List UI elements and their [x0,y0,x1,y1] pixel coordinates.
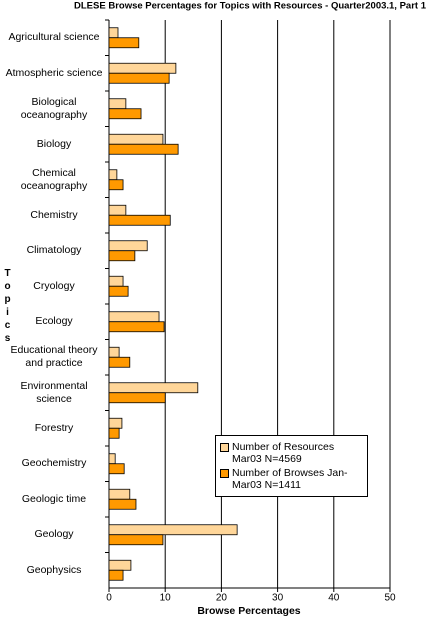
bar [108,356,131,368]
bar [108,382,199,394]
x-axis-label: Browse Percentages [197,605,300,617]
bar [108,569,124,581]
bar [108,498,137,510]
y-tick-label: Agricultural science [8,31,100,44]
bar [108,62,177,74]
y-tick-label: Geology [34,528,74,541]
x-tick-label: 50 [384,593,396,604]
bar [108,27,119,39]
bar [108,37,140,49]
y-tick-label: Climatology [26,244,82,257]
bar [108,179,124,191]
legend-label: Number of Browses Jan-Mar03 N=1411 [232,467,348,491]
y-tick-label: Environmental science [20,379,88,405]
bar [108,72,170,84]
y-tick-label: Chemical oceanography [20,166,88,192]
y-tick-label: Cryology [33,279,75,292]
bar [108,463,125,475]
bar [108,417,123,429]
bar [108,214,171,226]
y-tick-label: Geochemistry [21,457,87,470]
bar [108,98,127,110]
bar [108,275,124,287]
bar [108,488,131,500]
chart-title: DLESE Browse Percentages for Topics with… [74,1,426,12]
bar [108,559,132,571]
legend-label: Number of Resources Mar03 N=4569 [232,441,335,465]
legend-swatch [220,443,229,452]
y-tick-label: Educational theory and practice [10,344,98,370]
y-tick-label: Chemistry [30,208,78,221]
bar [108,108,142,120]
legend-entry: Number of Resources Mar03 N=4569 [220,441,363,465]
x-tick-label: 30 [272,593,284,604]
x-tick-label: 10 [160,593,172,604]
bar [108,427,120,439]
legend: Number of Resources Mar03 N=4569 Number o… [215,435,368,497]
y-tick-label: Forestry [34,421,74,434]
bar [108,524,238,536]
y-tick-label: Biology [36,137,72,150]
y-axis-label: Topics [2,268,13,346]
bar [108,285,129,297]
legend-swatch [220,469,229,478]
bar [108,311,160,323]
x-tick-label: 20 [216,593,228,604]
y-tick-label: Ecology [35,315,73,328]
y-tick-label: Geophysics [26,563,82,576]
bar [108,534,164,546]
x-tick-label: 40 [328,593,340,604]
bar [108,204,127,216]
legend-entry: Number of Browses Jan-Mar03 N=1411 [220,467,363,491]
x-tick-label: 0 [106,593,112,604]
bar [108,169,118,181]
bar [108,321,165,333]
bar [108,346,120,358]
bar [108,240,148,252]
bar [108,453,116,465]
bar [108,143,179,155]
y-tick-label: Geologic time [21,492,87,505]
bar [108,392,166,404]
bar [108,133,164,145]
y-tick-label: Atmospheric science [5,66,103,79]
y-tick-label: Biological oceanography [20,95,88,121]
bar [108,250,136,262]
